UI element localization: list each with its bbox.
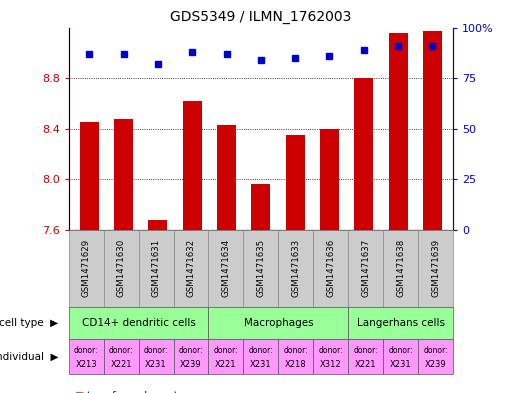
Text: GSM1471629: GSM1471629 <box>81 239 91 297</box>
Text: X213: X213 <box>75 360 97 369</box>
Text: donor:: donor: <box>214 345 238 354</box>
Text: X221: X221 <box>110 360 132 369</box>
Bar <box>286 135 304 230</box>
Bar <box>251 184 270 230</box>
Text: X312: X312 <box>320 360 342 369</box>
Bar <box>217 125 236 230</box>
Text: GSM1471635: GSM1471635 <box>257 239 265 298</box>
Text: donor:: donor: <box>179 345 203 354</box>
Text: individual  ▶: individual ▶ <box>0 351 59 362</box>
Text: X221: X221 <box>215 360 237 369</box>
Text: CD14+ dendritic cells: CD14+ dendritic cells <box>81 318 195 328</box>
Bar <box>183 101 202 230</box>
Bar <box>389 33 408 230</box>
Text: GSM1471634: GSM1471634 <box>221 239 231 298</box>
Bar <box>80 122 99 230</box>
Text: donor:: donor: <box>284 345 308 354</box>
Text: GSM1471630: GSM1471630 <box>117 239 126 298</box>
Title: GDS5349 / ILMN_1762003: GDS5349 / ILMN_1762003 <box>170 10 352 24</box>
Text: GSM1471632: GSM1471632 <box>186 239 195 298</box>
Text: GSM1471638: GSM1471638 <box>396 239 405 298</box>
Text: X239: X239 <box>425 360 446 369</box>
Bar <box>423 31 442 230</box>
Text: transformed count: transformed count <box>87 391 177 393</box>
Text: X231: X231 <box>145 360 167 369</box>
Text: donor:: donor: <box>248 345 273 354</box>
Text: X231: X231 <box>250 360 272 369</box>
Text: X221: X221 <box>355 360 377 369</box>
Text: donor:: donor: <box>144 345 168 354</box>
Text: Macrophages: Macrophages <box>243 318 313 328</box>
Text: donor:: donor: <box>74 345 99 354</box>
Bar <box>149 220 167 230</box>
Text: donor:: donor: <box>388 345 413 354</box>
Text: donor:: donor: <box>423 345 448 354</box>
Text: donor:: donor: <box>353 345 378 354</box>
Text: GSM1471633: GSM1471633 <box>291 239 300 298</box>
Bar <box>320 129 339 230</box>
Text: GSM1471637: GSM1471637 <box>361 239 370 298</box>
Text: donor:: donor: <box>109 345 133 354</box>
Text: GSM1471639: GSM1471639 <box>431 239 440 297</box>
Text: ■: ■ <box>74 391 83 393</box>
Text: cell type  ▶: cell type ▶ <box>0 318 59 328</box>
Text: X218: X218 <box>285 360 306 369</box>
Bar <box>114 119 133 230</box>
Text: X231: X231 <box>390 360 411 369</box>
Text: X239: X239 <box>180 360 202 369</box>
Text: GSM1471636: GSM1471636 <box>326 239 335 298</box>
Text: donor:: donor: <box>319 345 343 354</box>
Text: GSM1471631: GSM1471631 <box>152 239 160 298</box>
Bar <box>354 78 373 230</box>
Text: Langerhans cells: Langerhans cells <box>357 318 444 328</box>
